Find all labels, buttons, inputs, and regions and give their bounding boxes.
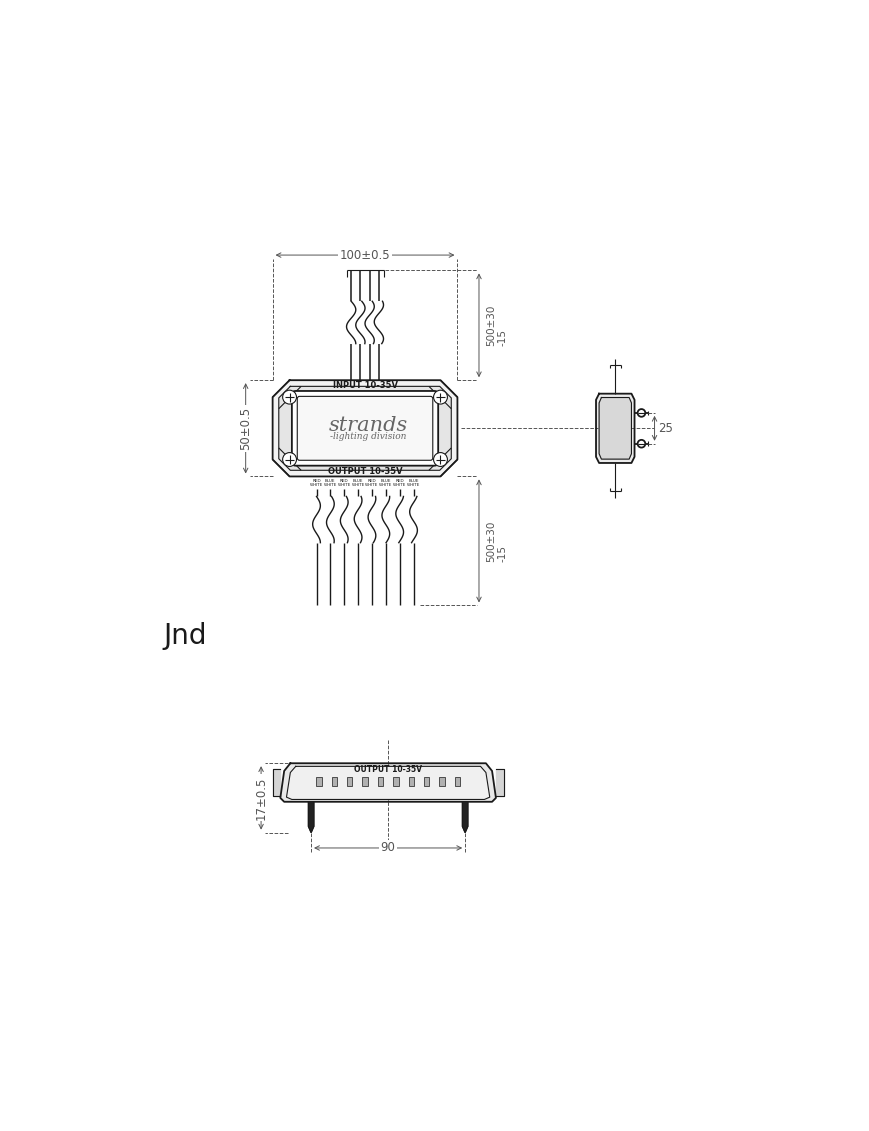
Text: BLUE
WHITE: BLUE WHITE [323,478,336,486]
Polygon shape [278,387,451,470]
Polygon shape [599,397,631,459]
Polygon shape [280,763,495,802]
Text: 25: 25 [658,422,673,434]
Circle shape [282,452,296,466]
FancyBboxPatch shape [291,391,438,466]
Bar [331,777,336,786]
Polygon shape [595,394,634,463]
Bar [377,777,382,786]
Polygon shape [308,802,314,832]
Text: 500±30
-15: 500±30 -15 [486,304,507,346]
Text: strands: strands [328,416,408,434]
Text: BLUE
WHITE: BLUE WHITE [407,478,420,486]
Polygon shape [286,767,489,800]
Bar [347,777,352,786]
Bar [393,777,398,786]
Polygon shape [462,802,468,832]
Circle shape [637,440,645,448]
Text: 500±30
-15: 500±30 -15 [486,520,507,562]
Text: 17±0.5: 17±0.5 [255,776,268,820]
Polygon shape [272,769,280,795]
Text: INPUT 10-35V: INPUT 10-35V [332,381,397,390]
Bar [423,777,428,786]
Text: 100±0.5: 100±0.5 [339,249,390,261]
Circle shape [433,390,447,404]
Bar [362,777,368,786]
Polygon shape [272,380,457,476]
Text: RED
WHITE: RED WHITE [393,478,406,486]
Text: -lighting division: -lighting division [329,432,406,440]
Text: OUTPUT 10-35V: OUTPUT 10-35V [354,765,421,774]
Text: RED
WHITE: RED WHITE [365,478,378,486]
Bar [408,777,414,786]
Text: OUTPUT 10-35V: OUTPUT 10-35V [328,467,401,475]
Text: 90: 90 [381,841,395,854]
Polygon shape [495,769,503,795]
Text: BLUE
WHITE: BLUE WHITE [379,478,392,486]
Text: 50±0.5: 50±0.5 [239,407,252,450]
Circle shape [637,409,645,416]
Text: RED
WHITE: RED WHITE [309,478,322,486]
Circle shape [282,390,296,404]
Bar [439,777,444,786]
Circle shape [433,452,447,466]
FancyBboxPatch shape [297,396,432,460]
Text: Jnd: Jnd [163,622,207,650]
Text: BLUE
WHITE: BLUE WHITE [351,478,364,486]
Bar [454,777,460,786]
Text: RED
WHITE: RED WHITE [337,478,350,486]
Bar [315,777,322,786]
